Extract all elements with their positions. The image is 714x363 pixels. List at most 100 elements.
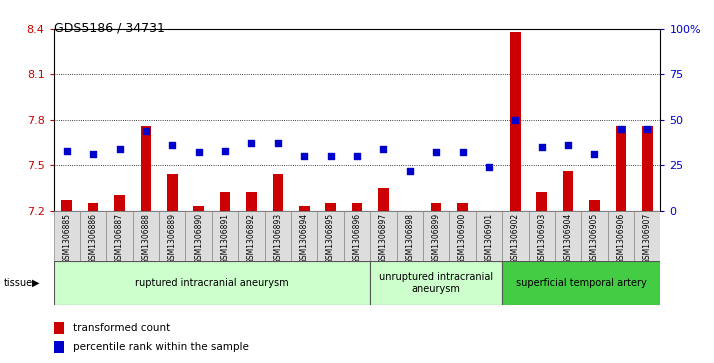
Text: GSM1306906: GSM1306906 <box>616 213 625 264</box>
Text: GSM1306898: GSM1306898 <box>406 213 414 264</box>
Bar <box>589 200 600 211</box>
FancyBboxPatch shape <box>476 211 502 261</box>
FancyBboxPatch shape <box>318 211 344 261</box>
Point <box>246 140 257 146</box>
Point <box>87 151 99 157</box>
Text: ▶: ▶ <box>32 278 40 288</box>
Text: GSM1306903: GSM1306903 <box>537 213 546 264</box>
FancyBboxPatch shape <box>502 211 528 261</box>
Text: GSM1306886: GSM1306886 <box>89 213 98 264</box>
Point <box>166 142 178 148</box>
Bar <box>141 126 151 211</box>
Bar <box>615 126 626 211</box>
Text: GSM1306887: GSM1306887 <box>115 213 124 264</box>
Text: GSM1306905: GSM1306905 <box>590 213 599 264</box>
Text: GSM1306896: GSM1306896 <box>353 213 361 264</box>
FancyBboxPatch shape <box>528 211 555 261</box>
FancyBboxPatch shape <box>423 211 449 261</box>
FancyBboxPatch shape <box>344 211 370 261</box>
Bar <box>378 188 388 211</box>
Bar <box>167 174 178 211</box>
Point <box>642 126 653 132</box>
Text: GSM1306889: GSM1306889 <box>168 213 177 264</box>
Bar <box>299 206 309 211</box>
Bar <box>510 32 521 211</box>
Point <box>140 128 151 134</box>
Text: GSM1306902: GSM1306902 <box>511 213 520 264</box>
Point <box>536 144 548 150</box>
Text: GSM1306894: GSM1306894 <box>300 213 308 264</box>
Bar <box>352 203 362 211</box>
Point <box>114 146 125 152</box>
FancyBboxPatch shape <box>80 211 106 261</box>
Point <box>219 148 231 154</box>
Point <box>510 117 521 123</box>
Bar <box>563 171 573 211</box>
Bar <box>273 174 283 211</box>
Text: GSM1306895: GSM1306895 <box>326 213 335 264</box>
FancyBboxPatch shape <box>502 261 660 305</box>
Text: unruptured intracranial
aneurysm: unruptured intracranial aneurysm <box>379 272 493 294</box>
Point <box>298 153 310 159</box>
FancyBboxPatch shape <box>608 211 634 261</box>
Bar <box>536 192 547 211</box>
Text: GSM1306893: GSM1306893 <box>273 213 282 264</box>
FancyBboxPatch shape <box>133 211 159 261</box>
FancyBboxPatch shape <box>396 211 423 261</box>
Text: GSM1306904: GSM1306904 <box>563 213 573 264</box>
Text: tissue: tissue <box>4 278 33 288</box>
Bar <box>642 126 653 211</box>
FancyBboxPatch shape <box>186 211 212 261</box>
Bar <box>220 192 231 211</box>
Bar <box>54 341 64 353</box>
Text: GDS5186 / 34731: GDS5186 / 34731 <box>54 22 164 35</box>
Text: percentile rank within the sample: percentile rank within the sample <box>74 342 249 352</box>
Text: GSM1306885: GSM1306885 <box>62 213 71 264</box>
FancyBboxPatch shape <box>238 211 265 261</box>
Point <box>404 168 416 174</box>
FancyBboxPatch shape <box>54 211 80 261</box>
FancyBboxPatch shape <box>54 261 370 305</box>
FancyBboxPatch shape <box>370 261 502 305</box>
Text: superficial temporal artery: superficial temporal artery <box>516 278 647 288</box>
Point <box>325 153 336 159</box>
Text: GSM1306890: GSM1306890 <box>194 213 203 264</box>
Bar <box>61 200 72 211</box>
FancyBboxPatch shape <box>634 211 660 261</box>
Bar <box>54 322 64 334</box>
Point <box>457 150 468 155</box>
Bar <box>193 206 204 211</box>
Bar <box>326 203 336 211</box>
Point <box>431 150 442 155</box>
FancyBboxPatch shape <box>212 211 238 261</box>
Bar <box>246 192 257 211</box>
FancyBboxPatch shape <box>265 211 291 261</box>
Point <box>378 146 389 152</box>
FancyBboxPatch shape <box>159 211 186 261</box>
Point <box>483 164 495 170</box>
Text: GSM1306900: GSM1306900 <box>458 213 467 264</box>
Point <box>193 150 204 155</box>
FancyBboxPatch shape <box>291 211 318 261</box>
FancyBboxPatch shape <box>106 211 133 261</box>
FancyBboxPatch shape <box>555 211 581 261</box>
Text: GSM1306907: GSM1306907 <box>643 213 652 264</box>
Text: ruptured intracranial aneurysm: ruptured intracranial aneurysm <box>135 278 288 288</box>
Point <box>61 148 72 154</box>
Text: GSM1306899: GSM1306899 <box>432 213 441 264</box>
Point <box>272 140 283 146</box>
Point <box>589 151 600 157</box>
Text: GSM1306891: GSM1306891 <box>221 213 230 264</box>
Point <box>563 142 574 148</box>
Text: GSM1306888: GSM1306888 <box>141 213 151 264</box>
FancyBboxPatch shape <box>581 211 608 261</box>
Bar <box>88 203 99 211</box>
Text: GSM1306901: GSM1306901 <box>484 213 493 264</box>
Text: transformed count: transformed count <box>74 323 171 334</box>
Text: GSM1306897: GSM1306897 <box>379 213 388 264</box>
Point <box>615 126 627 132</box>
Text: GSM1306892: GSM1306892 <box>247 213 256 264</box>
Bar <box>457 203 468 211</box>
Bar <box>114 195 125 211</box>
Point <box>351 153 363 159</box>
